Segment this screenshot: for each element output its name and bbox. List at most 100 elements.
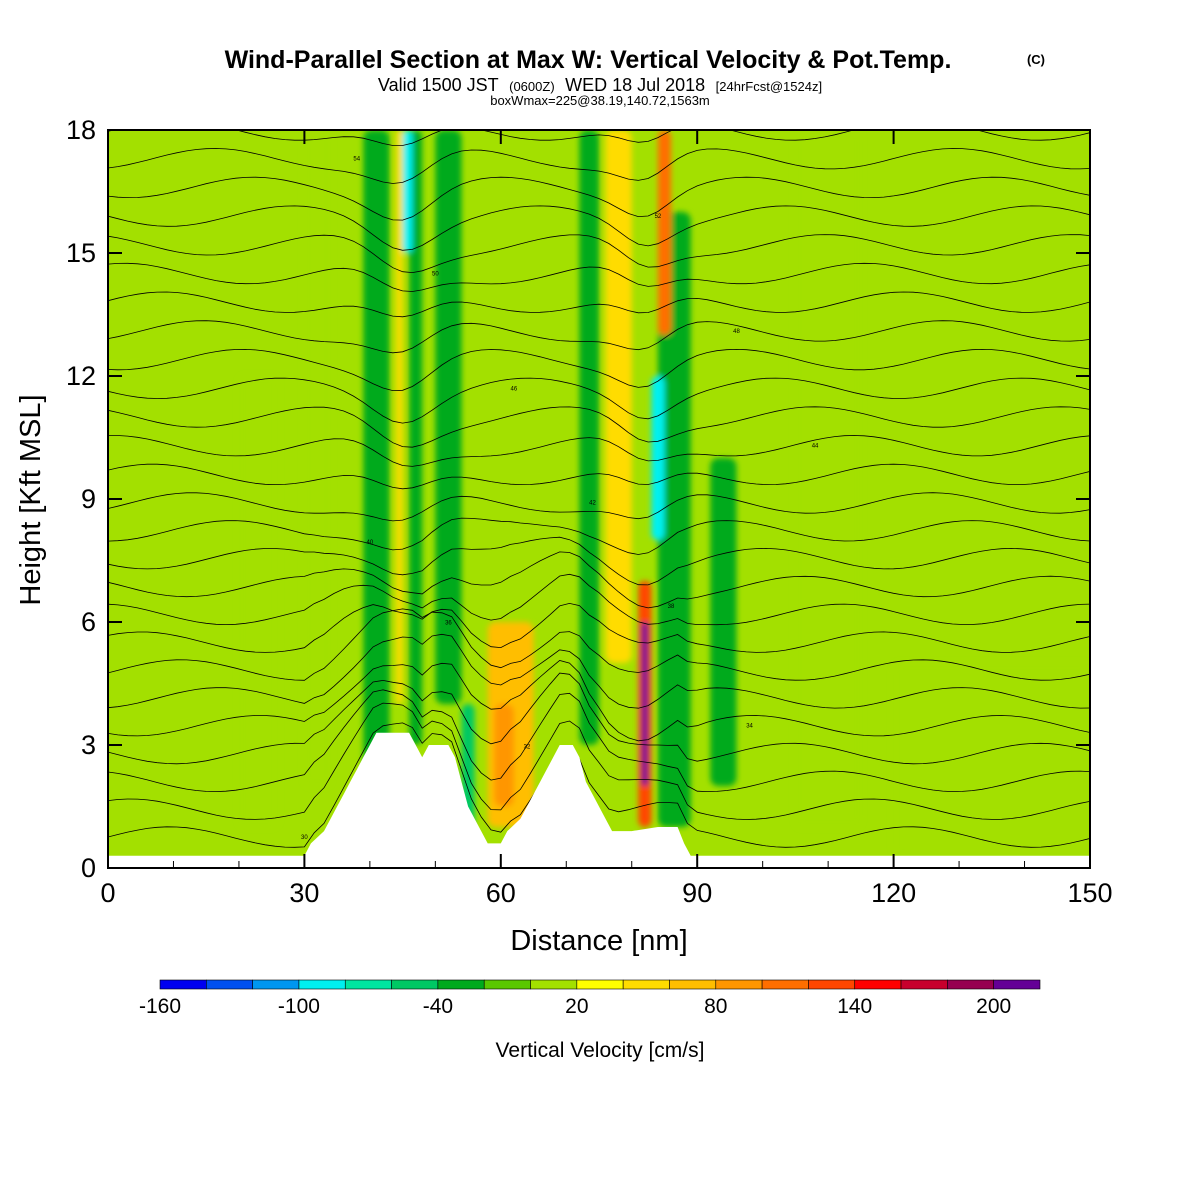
velocity-cell: [363, 130, 390, 786]
theta-contour: [108, 702, 1090, 820]
velocity-cell: [795, 130, 861, 827]
velocity-cell: [409, 130, 423, 745]
theta-contour-label: 42: [589, 500, 596, 506]
theta-contour: [108, 406, 1090, 448]
theta-contour-label: 34: [746, 724, 753, 730]
colorbar-swatch: [622, 979, 670, 990]
colorbar-tick-label: -40: [423, 995, 453, 1018]
x-tick-label: 30: [289, 878, 319, 908]
colorbar-swatch: [715, 979, 763, 990]
theta-contour-label: 36: [445, 620, 452, 626]
x-tick-label: 60: [486, 878, 516, 908]
velocity-cell: [657, 212, 691, 827]
colorbar-swatch: [808, 979, 856, 990]
theta-contour: [108, 463, 1090, 490]
x-tick-label: 150: [1067, 878, 1112, 908]
theta-contour: [108, 377, 1090, 424]
theta-contour-label: 40: [367, 540, 374, 546]
colorbar-tick-label: 140: [837, 995, 872, 1018]
theta-contour-label: 38: [668, 604, 675, 610]
colorbar-tick-label: -160: [139, 995, 181, 1018]
velocity-cell: [396, 130, 403, 704]
theta-contour: [108, 660, 1090, 742]
colorbar-swatch: [576, 979, 624, 990]
theta-contour: [108, 602, 1090, 653]
valid-date: WED 18 Jul 2018: [565, 75, 705, 95]
colorbar-swatch: [483, 979, 531, 990]
colorbar-tick-label: 80: [704, 995, 727, 1018]
vertical-velocity-field: [238, 130, 1090, 856]
velocity-cell: [435, 130, 462, 704]
y-axis-label: Height [Kft MSL]: [15, 394, 47, 605]
theta-contour: [108, 320, 1090, 354]
x-tick-label: 0: [100, 878, 115, 908]
theta-contour: [108, 492, 1090, 522]
colorbar-swatch: [206, 979, 253, 990]
theta-contour: [108, 722, 1090, 848]
y-tick-label: 18: [66, 115, 96, 145]
theta-contour-label: 46: [511, 386, 518, 392]
colorbar-swatch: [252, 979, 300, 990]
velocity-cell: [657, 130, 672, 335]
colorbar-swatch: [344, 979, 392, 990]
theta-contour-label: 52: [655, 214, 662, 220]
x-tick-label: 90: [682, 878, 712, 908]
theta-contour: [108, 536, 1090, 586]
colorbar-swatch: [900, 979, 948, 990]
velocity-cell: [605, 130, 632, 663]
y-tick-label: 3: [81, 730, 96, 760]
theta-contour: [108, 291, 1090, 318]
theta-contour: [108, 130, 1090, 146]
chart-title: Wind-Parallel Section at Max W: Vertical…: [225, 46, 952, 74]
theta-contour: [108, 672, 1090, 765]
theta-contour: [108, 608, 1090, 681]
x-axis: 0 30 60 90 120 150: [100, 130, 1113, 908]
theta-contour: [108, 148, 1090, 184]
colorbar-swatch: [761, 979, 809, 990]
y-tick-label: 12: [66, 361, 96, 391]
theta-contour: [108, 573, 1090, 626]
y-tick-label: 9: [81, 484, 96, 514]
theta-contour: [108, 517, 1090, 555]
colorbar-swatch: [530, 979, 578, 990]
theta-contour: [108, 234, 1090, 274]
theta-contour-label: 44: [812, 444, 819, 450]
theta-contour: [108, 551, 1090, 609]
velocity-cell: [402, 130, 413, 253]
theta-contour-label: 30: [301, 835, 308, 841]
copyright-mark: (C): [1027, 52, 1045, 67]
colorbar: -160 -100 -40 20 80 140 200: [139, 979, 1041, 1018]
velocity-cell: [494, 704, 514, 807]
velocity-cell: [238, 376, 279, 827]
theta-contour-label: 32: [524, 744, 531, 750]
forecast-info: [24hrFcst@1524z]: [716, 79, 822, 94]
y-tick-label: 0: [81, 853, 96, 883]
y-tick-label: 6: [81, 607, 96, 637]
colorbar-tick-label: 20: [565, 995, 588, 1018]
terrain: [108, 732, 1090, 868]
y-tick-label: 15: [66, 238, 96, 268]
colorbar-swatch: [854, 979, 902, 990]
theta-contour-label: 50: [432, 272, 439, 278]
theta-contour: [108, 205, 1090, 251]
chart-subtitle: Valid 1500 JST (0600Z) WED 18 Jul 2018 […: [378, 75, 822, 95]
plot-area: 30 32 34 36 38 40 42 44 46 48 50 52 54: [108, 130, 1090, 868]
colorbar-tick-label: 200: [976, 995, 1011, 1018]
colorbar-swatch: [993, 979, 1041, 990]
x-tick-label: 120: [871, 878, 916, 908]
velocity-cell: [893, 663, 1090, 856]
theta-contour: [108, 689, 1090, 793]
theta-contour: [108, 633, 1090, 709]
velocity-cell: [304, 130, 331, 786]
colorbar-label: Vertical Velocity [cm/s]: [496, 1039, 705, 1062]
theta-contour: [108, 348, 1090, 392]
theta-contours: 30 32 34 36 38 40 42 44 46 48 50 52 54: [108, 130, 1090, 848]
theta-contour-label: 48: [733, 329, 740, 335]
velocity-cell: [710, 458, 737, 786]
theta-contour: [108, 435, 1090, 467]
colorbar-swatch: [159, 979, 207, 990]
colorbar-swatch: [947, 979, 994, 990]
colorbar-swatch: [669, 979, 717, 990]
